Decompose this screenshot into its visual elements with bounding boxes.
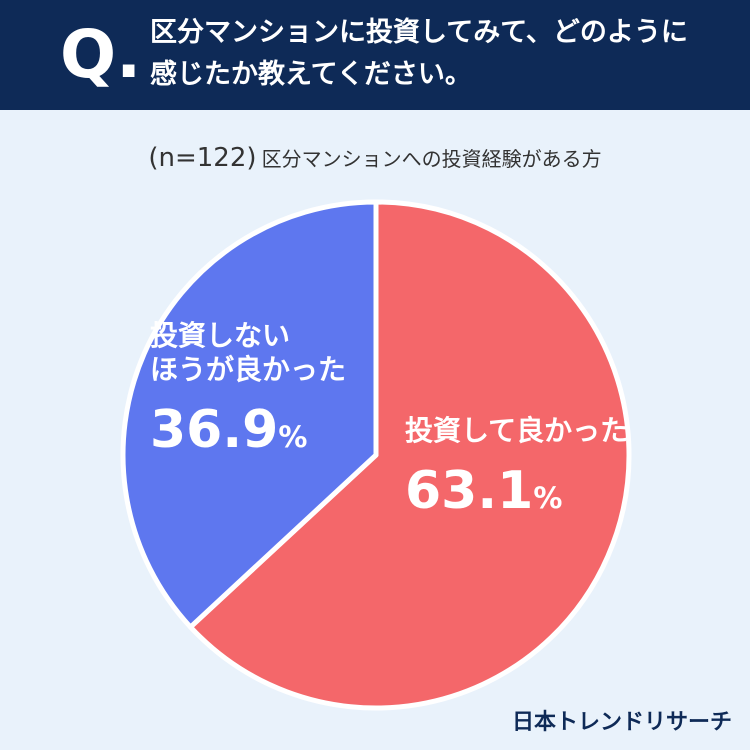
pie-slice-0 [187, 199, 632, 711]
question-line-2: 感じたか教えてください。 [150, 59, 472, 90]
pie-slice-1 [120, 199, 379, 630]
slice-unit-0: % [533, 481, 562, 515]
question-text: 区分マンションに投資してみて、どのように 感じたか教えてください。 [150, 12, 730, 96]
slice-label-1-line-0: 投資しない [150, 319, 290, 352]
question-header: Q. 区分マンションに投資してみて、どのように 感じたか教えてください。 [0, 0, 750, 110]
question-mark: Q. [60, 16, 142, 93]
brand-logo: 日本トレンドリサーチ [511, 710, 732, 735]
sample-description: (n=122) 区分マンションへの投資経験がある方 [0, 138, 750, 181]
slice-label-1-line-1: ほうが良かった [150, 353, 346, 386]
sample-size: (n=122) [148, 143, 257, 173]
slice-unit-1: % [278, 420, 307, 454]
sample-label: 区分マンションへの投資経験がある方 [261, 147, 602, 171]
question-line-1: 区分マンションに投資してみて、どのように [150, 17, 688, 48]
slice-label-0-line-0: 投資して良かった [405, 414, 628, 447]
